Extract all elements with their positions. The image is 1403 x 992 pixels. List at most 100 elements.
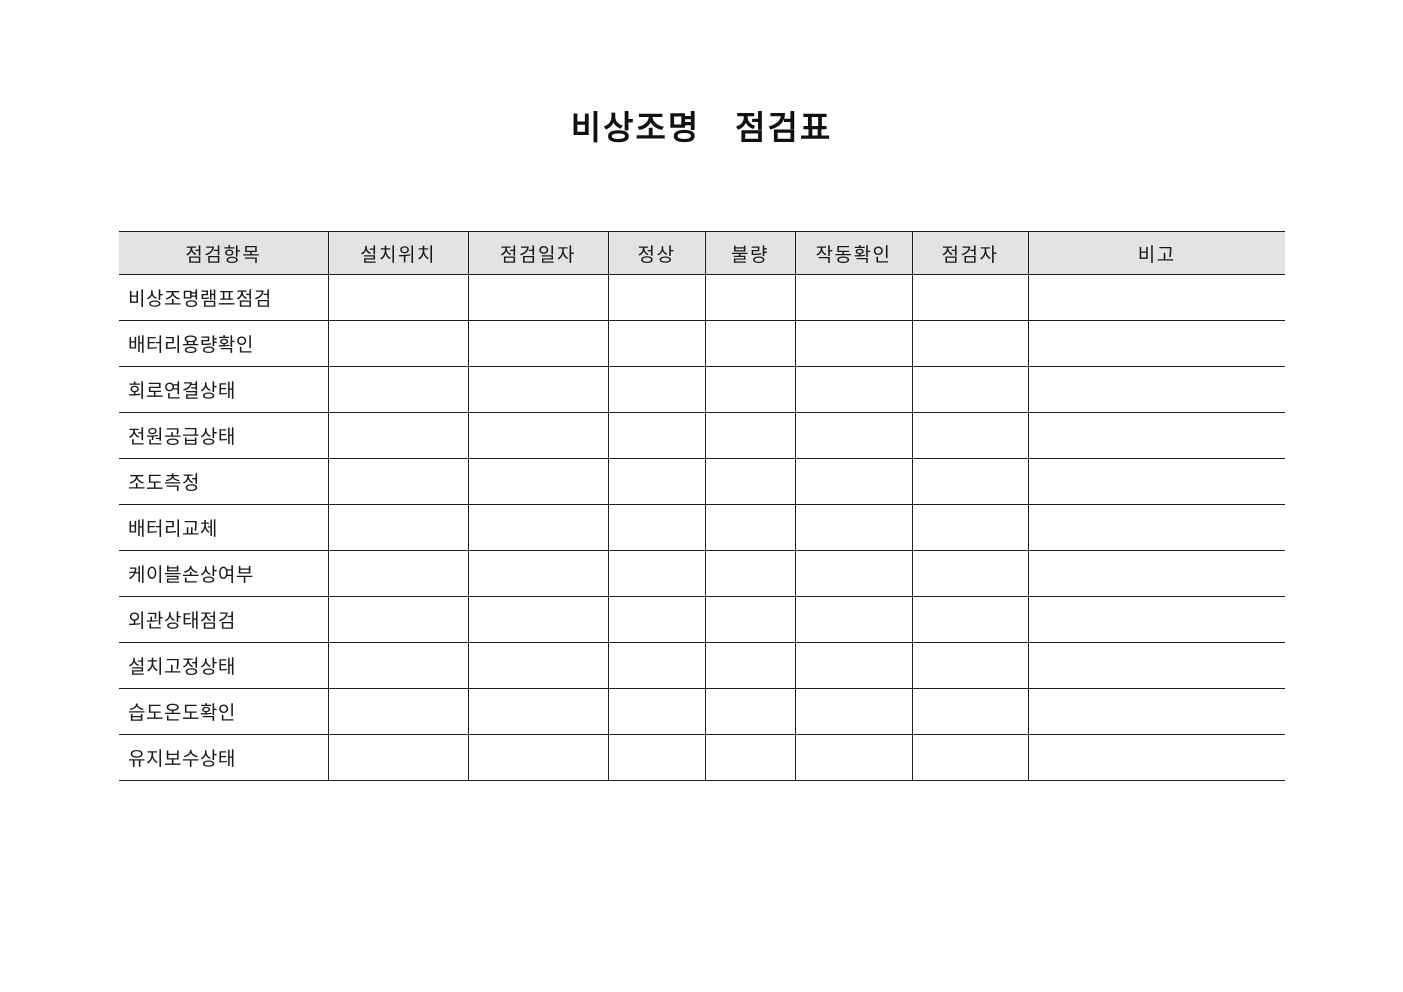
empty-cell <box>1027 596 1285 643</box>
empty-cell <box>911 688 1029 735</box>
empty-cell <box>794 642 913 689</box>
empty-cell <box>794 366 913 413</box>
empty-cell <box>911 734 1029 781</box>
empty-cell <box>327 734 469 781</box>
empty-cell <box>1027 274 1285 321</box>
empty-cell <box>794 274 913 321</box>
empty-cell <box>607 274 706 321</box>
empty-cell <box>327 550 469 597</box>
item-label-cell: 설치고정상태 <box>119 642 329 689</box>
item-label-cell: 회로연결상태 <box>119 366 329 413</box>
empty-cell <box>911 642 1029 689</box>
empty-cell <box>467 596 609 643</box>
table-row: 배터리교체 <box>119 504 1285 551</box>
empty-cell <box>794 596 913 643</box>
item-label-cell: 비상조명램프점검 <box>119 274 329 321</box>
table-row: 비상조명램프점검 <box>119 274 1285 321</box>
empty-cell <box>467 642 609 689</box>
empty-cell <box>794 734 913 781</box>
empty-cell <box>607 366 706 413</box>
empty-cell <box>911 274 1029 321</box>
empty-cell <box>467 366 609 413</box>
empty-cell <box>1027 366 1285 413</box>
empty-cell <box>794 320 913 367</box>
empty-cell <box>327 596 469 643</box>
table-row: 설치고정상태 <box>119 642 1285 689</box>
empty-cell <box>1027 320 1285 367</box>
empty-cell <box>467 458 609 505</box>
empty-cell <box>607 550 706 597</box>
empty-cell <box>327 274 469 321</box>
empty-cell <box>467 412 609 459</box>
empty-cell <box>704 734 796 781</box>
column-header-operation-check: 작동확인 <box>794 231 913 275</box>
document-title: 비상조명 점검표 <box>570 109 833 146</box>
empty-cell <box>607 642 706 689</box>
empty-cell <box>607 458 706 505</box>
empty-cell <box>704 412 796 459</box>
empty-cell <box>607 688 706 735</box>
empty-cell <box>704 688 796 735</box>
header-row: 점검항목 설치위치 점검일자 정상 불량 작동확인 점검자 비고 <box>119 231 1285 275</box>
empty-cell <box>911 320 1029 367</box>
empty-cell <box>911 366 1029 413</box>
column-header-defective: 불량 <box>704 231 796 275</box>
empty-cell <box>704 458 796 505</box>
empty-cell <box>911 504 1029 551</box>
column-header-inspection-date: 점검일자 <box>467 231 609 275</box>
empty-cell <box>1027 688 1285 735</box>
empty-cell <box>467 734 609 781</box>
empty-cell <box>704 596 796 643</box>
empty-cell <box>607 320 706 367</box>
table-row: 케이블손상여부 <box>119 550 1285 597</box>
empty-cell <box>467 688 609 735</box>
empty-cell <box>327 688 469 735</box>
empty-cell <box>704 320 796 367</box>
checklist-body: 비상조명램프점검 배터리용량확인 회로연결상태 전원공급상태 조도측정 배터리교체 케이블손… <box>119 274 1285 781</box>
empty-cell <box>467 320 609 367</box>
empty-cell <box>607 596 706 643</box>
empty-cell <box>1027 642 1285 689</box>
empty-cell <box>467 274 609 321</box>
empty-cell <box>794 688 913 735</box>
empty-cell <box>704 642 796 689</box>
table-row: 외관상태점검 <box>119 596 1285 643</box>
item-label-cell: 외관상태점검 <box>119 596 329 643</box>
empty-cell <box>1027 504 1285 551</box>
empty-cell <box>794 412 913 459</box>
item-label-cell: 케이블손상여부 <box>119 550 329 597</box>
table-row: 습도온도확인 <box>119 688 1285 735</box>
empty-cell <box>794 504 913 551</box>
empty-cell <box>704 504 796 551</box>
empty-cell <box>467 550 609 597</box>
item-label-cell: 배터리용량확인 <box>119 320 329 367</box>
column-header-inspector: 점검자 <box>911 231 1029 275</box>
empty-cell <box>327 458 469 505</box>
empty-cell <box>327 412 469 459</box>
empty-cell <box>327 642 469 689</box>
empty-cell <box>794 550 913 597</box>
empty-cell <box>327 504 469 551</box>
table-row: 배터리용량확인 <box>119 320 1285 367</box>
column-header-normal: 정상 <box>607 231 706 275</box>
item-label-cell: 유지보수상태 <box>119 734 329 781</box>
item-label-cell: 습도온도확인 <box>119 688 329 735</box>
empty-cell <box>327 366 469 413</box>
table-row: 회로연결상태 <box>119 366 1285 413</box>
column-header-remarks: 비고 <box>1027 231 1285 275</box>
empty-cell <box>911 550 1029 597</box>
table-row: 전원공급상태 <box>119 412 1285 459</box>
empty-cell <box>327 320 469 367</box>
empty-cell <box>1027 412 1285 459</box>
table-row: 유지보수상태 <box>119 734 1285 781</box>
empty-cell <box>704 274 796 321</box>
item-label-cell: 전원공급상태 <box>119 412 329 459</box>
empty-cell <box>607 504 706 551</box>
empty-cell <box>794 458 913 505</box>
checklist-table: 점검항목 설치위치 점검일자 정상 불량 작동확인 점검자 비고 비상조명램프점… <box>119 231 1285 781</box>
item-label-cell: 조도측정 <box>119 458 329 505</box>
empty-cell <box>1027 550 1285 597</box>
empty-cell <box>704 550 796 597</box>
empty-cell <box>911 596 1029 643</box>
